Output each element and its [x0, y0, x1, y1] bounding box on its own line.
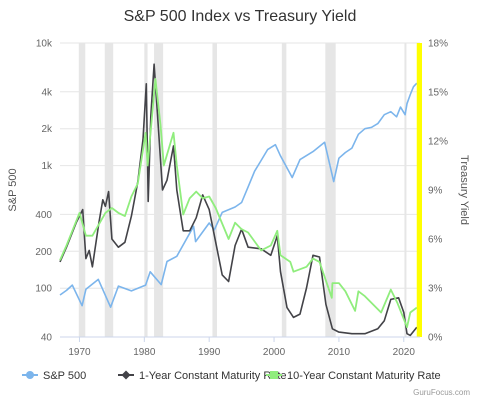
highlight-band — [416, 43, 422, 337]
series-line-one_year — [59, 63, 418, 337]
x-tick-label: 2020 — [393, 347, 416, 358]
grid-lines — [60, 42, 420, 338]
y-left-tick-label: 400 — [35, 210, 52, 221]
legend: S&P 500 1-Year Constant Maturity Rate 10-Y… — [22, 370, 441, 382]
legend-marker — [121, 370, 131, 380]
recession-band — [78, 43, 86, 337]
y-right-tick-label: 0% — [428, 333, 443, 344]
chart-title: S&P 500 Index vs Treasury Yield — [124, 8, 357, 25]
y-left-tick-label: 100 — [35, 284, 52, 295]
x-tick-label: 1970 — [68, 347, 91, 358]
credit-text: GuruFocus.com — [413, 388, 470, 397]
x-tick-label: 2010 — [328, 347, 351, 358]
y-right-tick-label: 15% — [428, 88, 448, 99]
x-tick-label: 1990 — [198, 347, 221, 358]
series-line-ten_year — [59, 78, 418, 329]
y-axis-left-title: S&P 500 — [7, 168, 19, 211]
recession-band — [404, 43, 407, 337]
x-tick-label: 2000 — [263, 347, 286, 358]
y-axis-right-title: Treasury Yield — [458, 155, 470, 225]
x-tick-label: 1980 — [133, 347, 156, 358]
legend-label: 10-Year Constant Maturity Rate — [287, 370, 441, 382]
y-right-tick-label: 12% — [428, 137, 448, 148]
recession-band — [325, 43, 336, 337]
recession-band — [144, 43, 148, 337]
y-left-tick-label: 10k — [36, 39, 53, 50]
recession-band — [212, 43, 217, 337]
y-left-tick-label: 200 — [35, 247, 52, 258]
legend-label: S&P 500 — [43, 370, 86, 382]
recession-band — [281, 43, 287, 337]
y-right-tick-label: 3% — [428, 284, 443, 295]
y-right-tick-label: 6% — [428, 235, 443, 246]
recession-band — [154, 43, 164, 337]
axes: 1970 1980 1990 2000 2010 2020 40 100 200 400 1k 2k 4… — [35, 39, 448, 359]
legend-marker — [270, 371, 278, 379]
legend-marker — [26, 371, 34, 379]
y-left-tick-label: 2k — [41, 124, 53, 135]
y-left-tick-label: 4k — [41, 87, 53, 98]
y-right-tick-label: 18% — [428, 39, 448, 50]
series-line-sp500 — [59, 82, 418, 309]
legend-label: 1-Year Constant Maturity Rate — [139, 370, 287, 382]
y-left-tick-label: 40 — [41, 333, 53, 344]
y-right-tick-label: 9% — [428, 186, 443, 197]
recession-bands — [78, 43, 407, 337]
recession-band — [104, 43, 114, 337]
y-left-tick-label: 1k — [41, 161, 53, 172]
series-lines — [59, 43, 422, 337]
